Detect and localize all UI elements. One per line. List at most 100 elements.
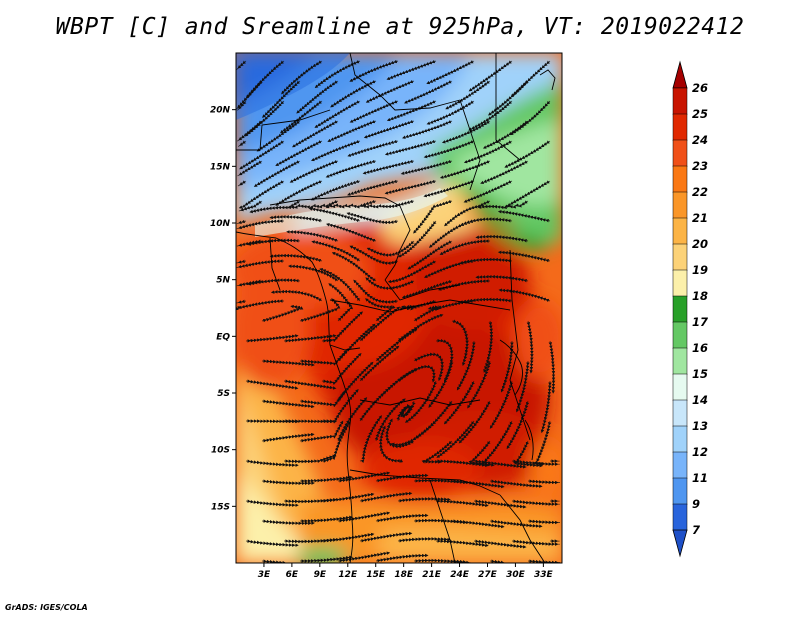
colorbar-label: 25 — [692, 107, 708, 121]
streamline — [270, 289, 323, 302]
wbpt-field — [236, 53, 562, 563]
colorbar-label: 11 — [692, 471, 708, 485]
colorbar-upper-extend — [672, 60, 688, 89]
streamline — [497, 250, 551, 263]
y-tick-label: 5N — [216, 276, 230, 286]
streamline — [480, 160, 529, 184]
streamline — [375, 473, 429, 483]
colorbar: 26 25 24 23 22 21 20 19 18 17 16 15 14 13 12 11 9 7 — [672, 60, 708, 558]
colorbar-segment — [672, 451, 688, 479]
colorbar-label: 24 — [692, 133, 708, 147]
streamline — [473, 499, 527, 509]
streamlines — [236, 59, 560, 563]
streamline — [421, 440, 453, 464]
streamline — [475, 274, 529, 283]
x-tick-label: 18E — [394, 570, 414, 580]
y-tick-label: 10S — [211, 446, 230, 456]
streamline — [511, 539, 560, 546]
streamline — [511, 499, 560, 506]
streamline — [497, 210, 551, 223]
streamline — [527, 519, 560, 525]
colorbar-label: 7 — [692, 523, 700, 537]
colorbar-label: 18 — [692, 289, 708, 303]
x-axis: 3E 6E 9E 12E 15E 18E 21E 24E 27E 30E 33E — [258, 563, 554, 580]
y-tick-label: 15N — [210, 162, 231, 172]
colorbar-segment — [672, 217, 688, 245]
streamline — [527, 479, 560, 485]
streamline — [321, 421, 351, 463]
streamline — [548, 340, 556, 394]
colorbar-segment — [672, 399, 688, 427]
streamline — [375, 553, 429, 563]
streamline — [245, 539, 299, 547]
streamline — [236, 60, 247, 70]
colorbar-segment — [672, 477, 688, 505]
colorbar-label: 17 — [692, 315, 708, 329]
streamline — [426, 60, 475, 85]
x-tick-label: 33E — [534, 570, 554, 580]
streamline — [511, 459, 560, 466]
streamline — [489, 380, 514, 429]
streamline — [489, 479, 543, 488]
streamline — [375, 513, 429, 523]
y-tick-label: EQ — [216, 332, 230, 342]
streamline — [526, 320, 534, 374]
streamline — [245, 499, 299, 507]
colorbar-label: 16 — [692, 341, 708, 355]
boundaries — [236, 53, 556, 563]
colorbar-lower-extend — [672, 529, 688, 558]
x-tick-label: 24E — [450, 570, 470, 580]
colorbar-label: 23 — [692, 159, 708, 173]
x-tick-label: 15E — [366, 570, 386, 580]
streamline — [362, 199, 415, 209]
colorbar-label: 12 — [692, 445, 708, 459]
colorbar-segment — [672, 243, 688, 271]
map-title: WBPT [C] and Sreamline at 925hPa, VT: 20… — [55, 14, 745, 40]
y-tick-label: 20N — [210, 106, 231, 116]
streamline — [473, 459, 527, 469]
x-tick-label: 3E — [258, 570, 271, 580]
streamline — [378, 425, 404, 463]
streamline — [326, 223, 377, 243]
x-tick-label: 12E — [338, 570, 358, 580]
colorbar-segment — [672, 191, 688, 219]
colorbar-segment — [672, 165, 688, 193]
streamline — [261, 519, 315, 526]
streamline — [359, 531, 413, 543]
x-tick-label: 6E — [286, 570, 299, 580]
streamline — [404, 80, 453, 104]
x-tick-label: 30E — [506, 570, 526, 580]
streamline — [473, 539, 527, 549]
streamline — [346, 212, 399, 225]
x-tick-label: 27E — [478, 570, 498, 580]
streamline — [397, 537, 451, 543]
colorbar-label: 15 — [692, 367, 708, 381]
x-tick-label: 9E — [314, 570, 327, 580]
streamline — [359, 415, 382, 463]
colorbar-segment — [672, 295, 688, 323]
y-tick-label: 15S — [211, 502, 230, 512]
streamline — [477, 200, 529, 210]
colorbar-segment — [672, 321, 688, 349]
streamline — [498, 288, 551, 303]
streamline — [397, 497, 451, 503]
y-axis: 20N 15N 10N 5N EQ 5S 10S 15S — [210, 106, 236, 512]
colorbar-label: 20 — [692, 237, 708, 251]
streamline — [475, 234, 529, 243]
colorbar-label: 22 — [692, 185, 708, 199]
colorbar-segment — [672, 373, 688, 401]
colorbar-label: 21 — [692, 211, 708, 225]
colorbar-segment — [672, 113, 688, 141]
colorbar-segment — [672, 503, 688, 531]
streamline — [283, 379, 337, 390]
colorbar-label: 19 — [692, 263, 708, 277]
streamline — [489, 519, 543, 528]
colorbar-label: 26 — [692, 81, 708, 95]
colorbar-segment — [672, 139, 688, 167]
credit-text: GrADS: IGES/COLA — [5, 603, 88, 612]
streamline — [331, 252, 377, 282]
streamline — [261, 479, 315, 486]
y-tick-label: 10N — [210, 219, 231, 229]
y-tick-label: 5S — [217, 389, 230, 399]
